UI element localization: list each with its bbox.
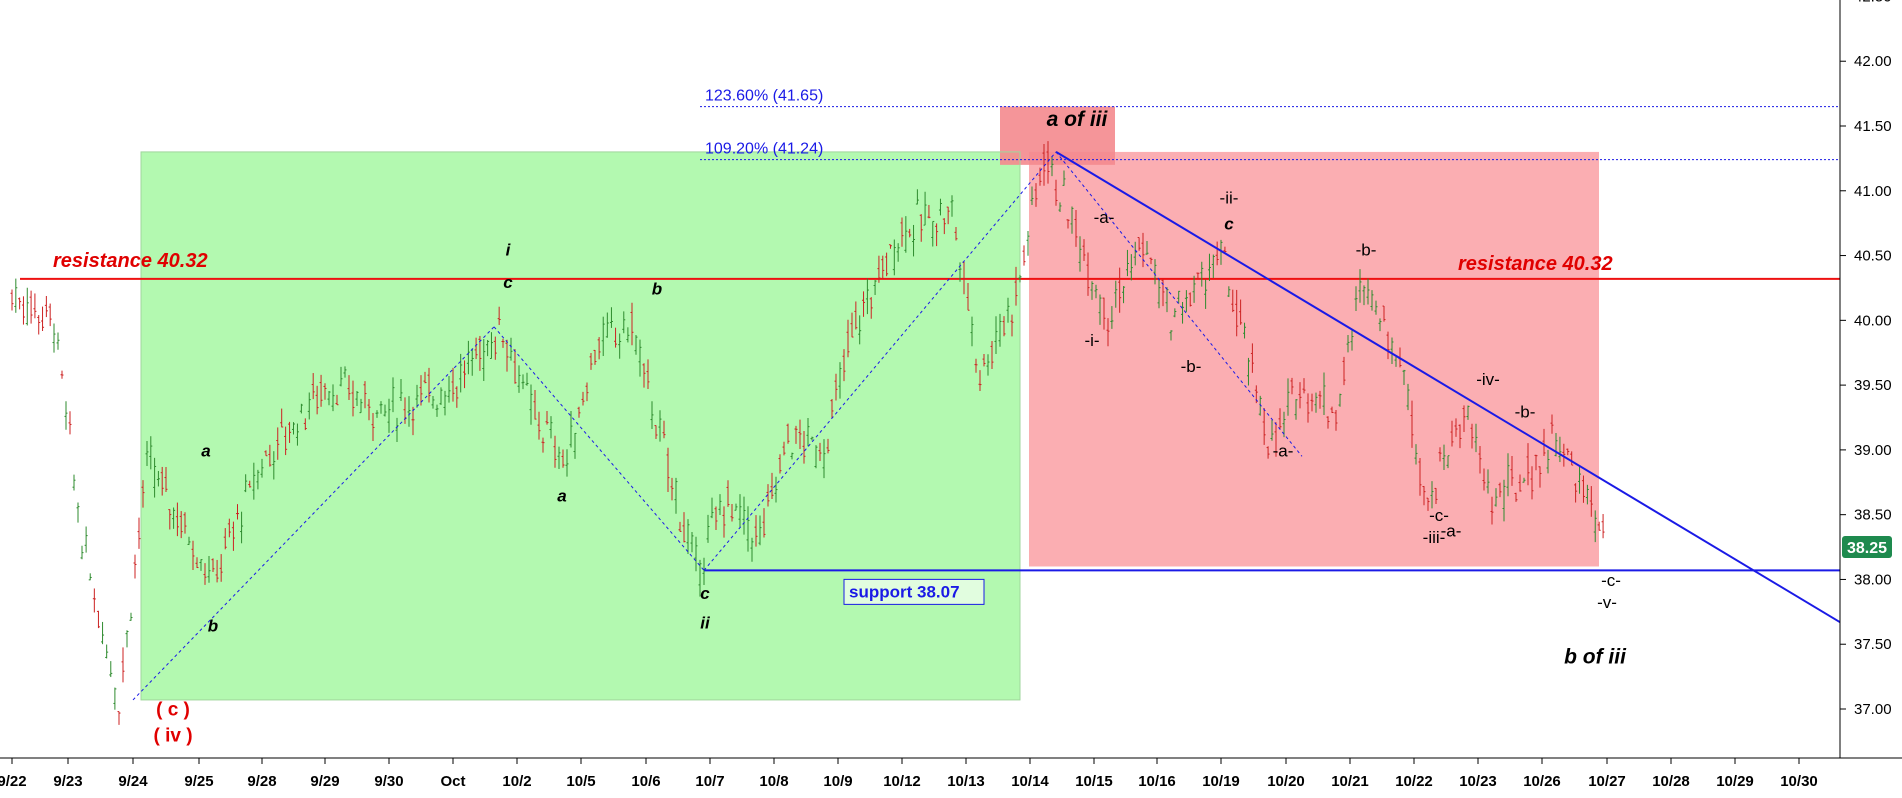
wave-label: -b- bbox=[1356, 241, 1377, 260]
y-tick-label: 37.00 bbox=[1854, 701, 1892, 718]
wave-label: -a- bbox=[1441, 522, 1462, 541]
wave-label: -c- bbox=[1601, 571, 1621, 590]
annotations: resistance 40.32 resistance 40.32 123.60% … bbox=[53, 88, 1627, 747]
wave-label: ( iv ) bbox=[153, 725, 192, 746]
support-label: support 38.07 bbox=[849, 582, 960, 601]
fib-123-label: 123.60% (41.65) bbox=[705, 88, 823, 105]
downtrend-line bbox=[1055, 151, 1841, 624]
wave-label: b bbox=[208, 616, 218, 635]
x-tick-label: 9/30 bbox=[374, 773, 403, 790]
green-zone bbox=[141, 151, 1020, 700]
wave-label: c bbox=[1224, 215, 1234, 234]
wave-label: -c- bbox=[1429, 506, 1449, 525]
x-tick-label: 10/27 bbox=[1588, 773, 1626, 790]
resistance-label-left: resistance 40.32 bbox=[53, 250, 208, 272]
wave-label: a bbox=[557, 487, 566, 506]
x-tick-label: 10/26 bbox=[1523, 773, 1561, 790]
x-tick-label: 10/5 bbox=[566, 773, 595, 790]
resistance-label-right: resistance 40.32 bbox=[1458, 253, 1613, 275]
y-tick-label: 41.50 bbox=[1854, 118, 1892, 135]
wave-label: a of iii bbox=[1047, 108, 1109, 131]
y-tick-label: 41.00 bbox=[1854, 183, 1892, 200]
y-tick-label: 38.00 bbox=[1854, 571, 1892, 588]
x-tick-label: 10/15 bbox=[1075, 773, 1113, 790]
wave-label: -ii- bbox=[1220, 189, 1239, 208]
y-tick-label: 39.50 bbox=[1854, 377, 1892, 394]
fib-109-label: 109.20% (41.24) bbox=[705, 141, 823, 158]
x-tick-label: 10/6 bbox=[631, 773, 660, 790]
last-price-text: 38.25 bbox=[1847, 540, 1887, 557]
y-tick-label: 40.50 bbox=[1854, 248, 1892, 265]
y-tick-label: 38.50 bbox=[1854, 507, 1892, 524]
y-tick-label: 37.50 bbox=[1854, 636, 1892, 653]
wave-connector bbox=[703, 151, 1057, 571]
x-tick-label: 10/13 bbox=[947, 773, 985, 790]
y-tick-label: 42.50 bbox=[1854, 0, 1892, 5]
x-tick-label: 10/28 bbox=[1652, 773, 1690, 790]
x-tick-label: 10/29 bbox=[1716, 773, 1754, 790]
wave-label: -iii- bbox=[1423, 528, 1446, 547]
x-tick-label: 9/22 bbox=[0, 773, 27, 790]
x-tick-label: 9/24 bbox=[118, 773, 148, 790]
wave-label: ii bbox=[700, 614, 711, 633]
wave-label: b of iii bbox=[1564, 646, 1627, 669]
red-zone bbox=[1029, 151, 1599, 567]
wave-connector bbox=[132, 326, 495, 701]
x-tick-label: 10/21 bbox=[1331, 773, 1369, 790]
x-tick-label: 10/8 bbox=[759, 773, 788, 790]
x-tick-label: 10/12 bbox=[883, 773, 921, 790]
y-tick-label: 40.00 bbox=[1854, 312, 1892, 329]
last-price-badge bbox=[1842, 536, 1892, 559]
wave-label: -iv- bbox=[1476, 370, 1500, 389]
x-tick-label: 9/23 bbox=[53, 773, 82, 790]
x-tick-label: 10/20 bbox=[1267, 773, 1305, 790]
wave-label: -b- bbox=[1181, 357, 1202, 376]
wave-label: ( c ) bbox=[156, 699, 190, 720]
x-tick-label: 10/23 bbox=[1459, 773, 1497, 790]
x-tick-label: 9/25 bbox=[184, 773, 213, 790]
wave-label: -b- bbox=[1515, 403, 1536, 422]
wave-label: -v- bbox=[1597, 593, 1617, 612]
x-tick-label: 9/28 bbox=[247, 773, 276, 790]
zones bbox=[140, 106, 1599, 701]
x-tick-label: 10/16 bbox=[1138, 773, 1176, 790]
x-tick-label: 10/9 bbox=[823, 773, 852, 790]
price-candles bbox=[10, 141, 1605, 725]
level-lines bbox=[20, 106, 1840, 572]
green-zone-border bbox=[140, 151, 1021, 701]
trend-lines bbox=[132, 151, 1841, 701]
wave-label: c bbox=[700, 584, 710, 603]
wave-label: i bbox=[506, 241, 512, 260]
wave-label: c bbox=[503, 273, 513, 292]
wave-label: a bbox=[201, 441, 210, 460]
x-tick-label: Oct bbox=[440, 773, 465, 790]
x-tick-label: 10/22 bbox=[1395, 773, 1433, 790]
x-tick-label: 10/30 bbox=[1780, 773, 1818, 790]
wave-label: -a- bbox=[1273, 441, 1294, 460]
x-tick-label: 10/2 bbox=[502, 773, 531, 790]
support-label-box bbox=[843, 578, 985, 605]
y-tick-label: 42.00 bbox=[1854, 53, 1892, 70]
label-zone bbox=[1000, 106, 1115, 165]
y-tick-label: 39.00 bbox=[1854, 442, 1892, 459]
x-tick-label: 10/7 bbox=[695, 773, 724, 790]
x-tick-label: 10/19 bbox=[1202, 773, 1240, 790]
x-tick-label: 10/14 bbox=[1011, 773, 1049, 790]
wave-label: -a- bbox=[1094, 208, 1115, 227]
wave-label: -i- bbox=[1084, 331, 1099, 350]
wave-connector bbox=[1055, 151, 1303, 457]
wave-label: b bbox=[652, 279, 662, 298]
x-tick-label: 9/29 bbox=[310, 773, 339, 790]
